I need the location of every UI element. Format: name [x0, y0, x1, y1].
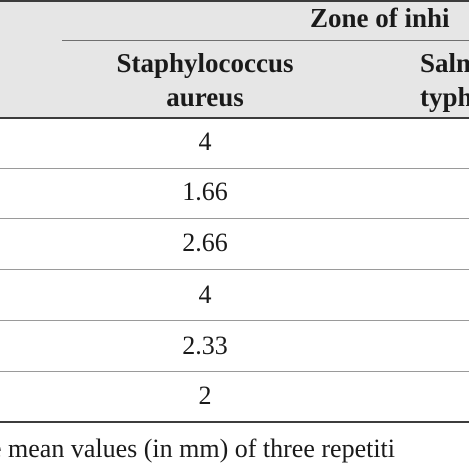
row-divider	[0, 320, 469, 321]
group-header-rule	[62, 40, 469, 41]
row-divider	[0, 269, 469, 270]
table-cell: 1.66	[182, 177, 228, 206]
table-cell: 2	[198, 381, 212, 410]
column-header-line: Staphylococcus	[116, 48, 294, 78]
table-cell: 2.66	[182, 228, 228, 257]
column-header-line: typhi	[420, 82, 469, 112]
column-header-line: aureus	[166, 82, 244, 112]
table-cell: 4	[198, 127, 212, 156]
column-header-staphylococcus-aureus: Staphylococcus aureus	[100, 46, 310, 114]
table-bottom-rule	[0, 421, 469, 423]
table-cell: 4	[198, 280, 212, 309]
table-cell: 2.33	[182, 331, 228, 360]
header-bottom-rule	[0, 117, 469, 119]
table-top-rule	[0, 0, 469, 2]
table-footnote: e mean values (in mm) of three repetiti	[0, 434, 396, 463]
row-divider	[0, 218, 469, 219]
table-header-band	[0, 0, 469, 118]
column-header-line: Salm	[420, 48, 469, 78]
row-divider	[0, 168, 469, 169]
group-header-zone-of-inhibition: Zone of inhi	[310, 3, 450, 33]
column-header-salmonella-typhi: Salm typhi	[420, 46, 469, 114]
row-divider	[0, 371, 469, 372]
